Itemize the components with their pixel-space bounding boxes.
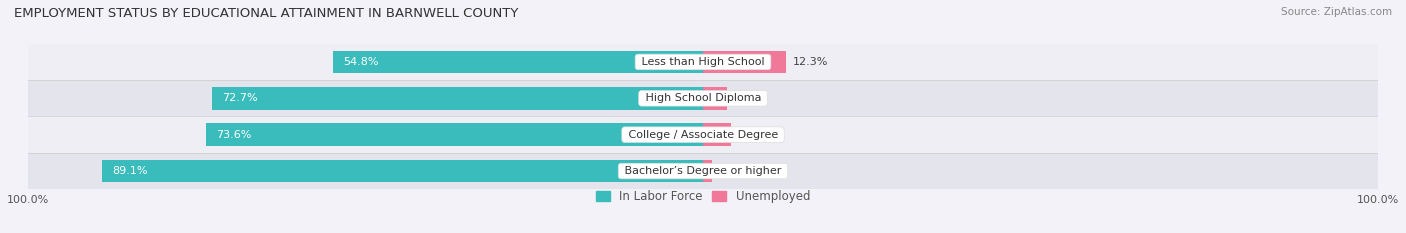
Text: 73.6%: 73.6%	[217, 130, 252, 140]
Text: Less than High School: Less than High School	[638, 57, 768, 67]
Text: High School Diploma: High School Diploma	[641, 93, 765, 103]
Text: Bachelor’s Degree or higher: Bachelor’s Degree or higher	[621, 166, 785, 176]
Bar	[28, 153, 1378, 189]
Text: 72.7%: 72.7%	[222, 93, 259, 103]
Bar	[28, 116, 1378, 153]
Text: EMPLOYMENT STATUS BY EDUCATIONAL ATTAINMENT IN BARNWELL COUNTY: EMPLOYMENT STATUS BY EDUCATIONAL ATTAINM…	[14, 7, 519, 20]
Bar	[333, 51, 703, 73]
Text: 54.8%: 54.8%	[343, 57, 378, 67]
Text: 12.3%: 12.3%	[793, 57, 828, 67]
Bar	[703, 123, 731, 146]
Text: 1.4%: 1.4%	[720, 166, 748, 176]
Text: 4.1%: 4.1%	[737, 130, 766, 140]
Text: College / Associate Degree: College / Associate Degree	[624, 130, 782, 140]
Text: 89.1%: 89.1%	[112, 166, 148, 176]
Bar	[101, 160, 703, 182]
Legend: In Labor Force, Unemployed: In Labor Force, Unemployed	[591, 185, 815, 208]
Bar	[703, 160, 713, 182]
Bar	[703, 51, 786, 73]
Bar	[207, 123, 703, 146]
Bar	[28, 44, 1378, 80]
Bar	[212, 87, 703, 110]
Text: Source: ZipAtlas.com: Source: ZipAtlas.com	[1281, 7, 1392, 17]
Bar	[703, 87, 727, 110]
Bar	[28, 80, 1378, 116]
Text: 3.6%: 3.6%	[734, 93, 762, 103]
